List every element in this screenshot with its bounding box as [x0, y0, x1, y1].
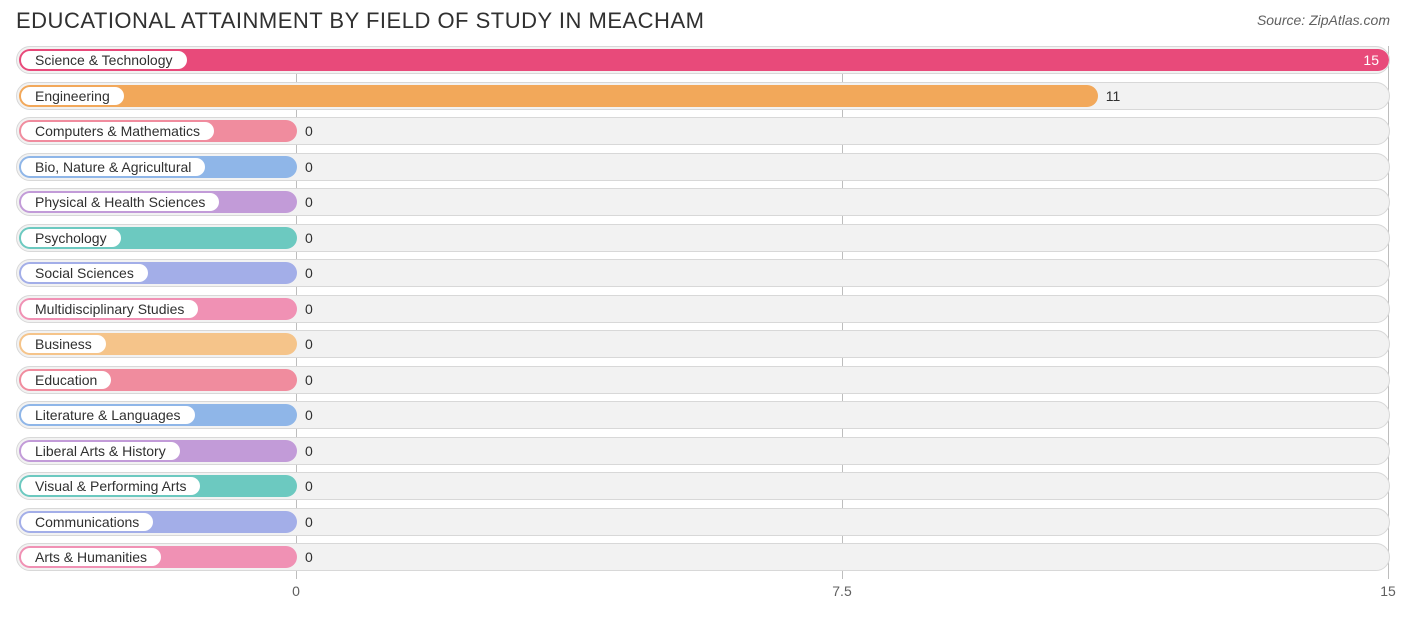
- category-pill: Business: [21, 335, 106, 353]
- category-label: Communications: [35, 514, 139, 530]
- category-pill: Computers & Mathematics: [21, 122, 214, 140]
- bar-row: Liberal Arts & History 0: [16, 437, 1390, 465]
- value-label: 0: [305, 260, 313, 286]
- category-pill: Physical & Health Sciences: [21, 193, 219, 211]
- x-tick: 7.5: [832, 583, 851, 599]
- category-label: Multidisciplinary Studies: [35, 301, 184, 317]
- value-label: 0: [305, 154, 313, 180]
- value-label: 0: [305, 367, 313, 393]
- category-pill: Engineering: [21, 87, 124, 105]
- category-label: Social Sciences: [35, 265, 134, 281]
- category-label: Physical & Health Sciences: [35, 194, 205, 210]
- category-label: Business: [35, 336, 92, 352]
- value-label: 0: [305, 118, 313, 144]
- bar-row: Science & Technology 15: [16, 46, 1390, 74]
- category-label: Science & Technology: [35, 52, 173, 68]
- chart-title: EDUCATIONAL ATTAINMENT BY FIELD OF STUDY…: [16, 8, 704, 34]
- category-pill: Social Sciences: [21, 264, 148, 282]
- bar-row: Social Sciences 0: [16, 259, 1390, 287]
- value-label: 0: [305, 473, 313, 499]
- value-label: 0: [305, 544, 313, 570]
- bar-row: Physical & Health Sciences 0: [16, 188, 1390, 216]
- category-pill: Multidisciplinary Studies: [21, 300, 198, 318]
- chart-plot: Science & Technology 15 Engineering 11 Compu…: [16, 46, 1390, 579]
- value-label: 0: [305, 189, 313, 215]
- bar-row: Bio, Nature & Agricultural 0: [16, 153, 1390, 181]
- bar-row: Communications 0: [16, 508, 1390, 536]
- x-tick: 15: [1380, 583, 1396, 599]
- category-pill: Psychology: [21, 229, 121, 247]
- value-label: 0: [305, 296, 313, 322]
- category-label: Computers & Mathematics: [35, 123, 200, 139]
- category-pill: Literature & Languages: [21, 406, 195, 424]
- bar-row: Multidisciplinary Studies 0: [16, 295, 1390, 323]
- category-pill: Visual & Performing Arts: [21, 477, 200, 495]
- value-label: 0: [305, 225, 313, 251]
- bar-row: Computers & Mathematics 0: [16, 117, 1390, 145]
- category-pill: Education: [21, 371, 111, 389]
- category-pill: Arts & Humanities: [21, 548, 161, 566]
- value-label: 11: [1106, 83, 1121, 109]
- bar-row: Engineering 11: [16, 82, 1390, 110]
- category-label: Literature & Languages: [35, 407, 181, 423]
- category-label: Arts & Humanities: [35, 549, 147, 565]
- chart-source: Source: ZipAtlas.com: [1257, 8, 1390, 28]
- category-label: Psychology: [35, 230, 107, 246]
- bar: [19, 85, 1098, 107]
- category-pill: Bio, Nature & Agricultural: [21, 158, 205, 176]
- x-tick: 0: [292, 583, 300, 599]
- bar-row: Psychology 0: [16, 224, 1390, 252]
- value-label: 15: [1363, 47, 1379, 73]
- value-label: 0: [305, 509, 313, 535]
- category-label: Visual & Performing Arts: [35, 478, 186, 494]
- value-label: 0: [305, 438, 313, 464]
- x-axis: 07.515: [16, 581, 1390, 605]
- category-pill: Science & Technology: [21, 51, 187, 69]
- bar-row: Literature & Languages 0: [16, 401, 1390, 429]
- bar-row: Visual & Performing Arts 0: [16, 472, 1390, 500]
- value-label: 0: [305, 331, 313, 357]
- category-label: Liberal Arts & History: [35, 443, 166, 459]
- bar-row: Education 0: [16, 366, 1390, 394]
- chart-area: Science & Technology 15 Engineering 11 Compu…: [0, 38, 1406, 605]
- bar-row: Arts & Humanities 0: [16, 543, 1390, 571]
- bar-row: Business 0: [16, 330, 1390, 358]
- category-pill: Liberal Arts & History: [21, 442, 180, 460]
- category-label: Education: [35, 372, 97, 388]
- category-label: Bio, Nature & Agricultural: [35, 159, 191, 175]
- category-pill: Communications: [21, 513, 153, 531]
- value-label: 0: [305, 402, 313, 428]
- bar: [19, 49, 1389, 71]
- category-label: Engineering: [35, 88, 110, 104]
